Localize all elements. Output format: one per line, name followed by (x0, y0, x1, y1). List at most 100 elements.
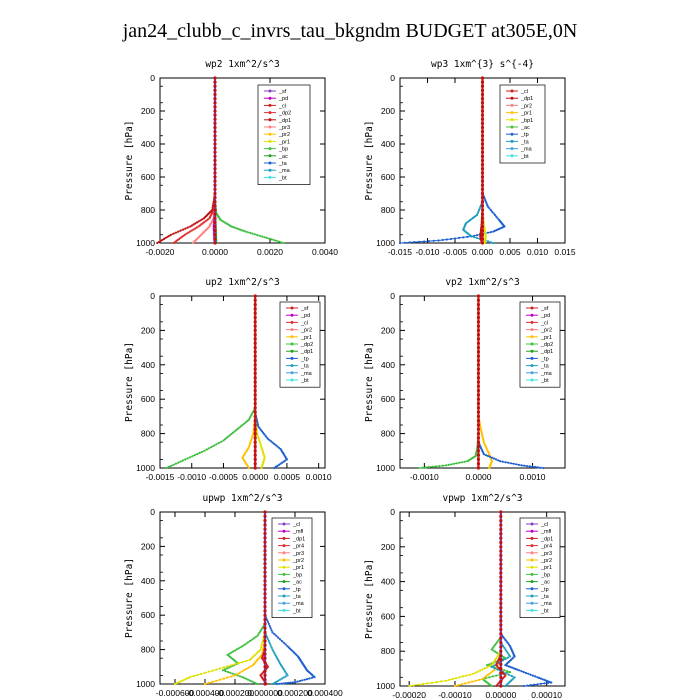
series-point (181, 459, 185, 462)
panel-2: wp3 1xm^{3} s^{-4} Pressure [hPa] 0 200 400 6… (364, 59, 576, 257)
series-point (184, 458, 187, 461)
series-point (536, 683, 539, 686)
series-line-tp (399, 78, 506, 244)
series-point (495, 657, 498, 660)
series-point (526, 465, 529, 468)
legend-label: _cl (540, 320, 548, 326)
central-profile-marker (499, 514, 503, 518)
central-profile-marker (263, 678, 267, 682)
legend-marker (510, 103, 514, 107)
series-point (230, 651, 233, 654)
series-point (488, 665, 491, 668)
series-point (284, 675, 287, 678)
legend-label: _bp1 (520, 118, 533, 124)
series-point (223, 438, 227, 441)
series-point (157, 240, 161, 244)
series-point (238, 426, 241, 429)
central-profile-marker (253, 449, 257, 453)
series-point (282, 676, 285, 679)
series-point (207, 681, 210, 685)
central-profile-marker (213, 187, 217, 191)
central-profile-marker (253, 376, 257, 380)
series-point (179, 229, 182, 232)
central-profile-marker (253, 410, 257, 414)
series-point (490, 684, 493, 688)
series-point (476, 670, 479, 673)
series-point (490, 664, 493, 667)
central-profile-marker (253, 337, 257, 341)
central-profile-marker (263, 609, 267, 613)
central-profile-marker (480, 196, 485, 200)
central-profile-marker (480, 97, 485, 101)
central-profile-marker (499, 549, 503, 553)
central-profile-marker (480, 208, 485, 212)
series-point (482, 453, 485, 456)
series-point (447, 463, 450, 466)
central-profile-marker (253, 393, 257, 397)
series-point (550, 681, 553, 684)
central-profile-marker (476, 337, 481, 341)
legend-marker (530, 529, 534, 533)
legend-label: _pr1 (278, 139, 290, 145)
x-tick-label: -0.0005 (209, 472, 238, 482)
series-point (246, 420, 249, 423)
central-profile-marker (499, 536, 503, 540)
central-profile-marker (480, 154, 485, 158)
series-point (515, 463, 518, 466)
legend-label: _cl (292, 522, 300, 528)
series-point (278, 660, 281, 663)
series-point (251, 435, 254, 439)
central-profile-marker (476, 419, 481, 423)
central-profile-marker (213, 97, 217, 101)
legend-label: _ta (292, 594, 302, 600)
legend-marker (268, 139, 272, 143)
page-title: jan24_clubb_c_invrs_tau_bkgndm BUDGET at… (122, 20, 578, 42)
central-profile-marker (476, 315, 481, 320)
plot-frame (159, 77, 326, 244)
series-point (460, 683, 463, 686)
x-tick-label: 0.0000 (202, 247, 228, 257)
legend-marker (530, 313, 534, 317)
x-tick-label: 0.000 (472, 247, 494, 257)
series-point (493, 667, 496, 670)
central-profile-marker (213, 117, 217, 121)
series-point (259, 444, 263, 447)
series-point (486, 240, 490, 243)
legend-label: _ma (278, 168, 291, 174)
central-profile-marker (263, 519, 267, 523)
series-point (424, 466, 427, 469)
central-profile-marker (213, 171, 217, 175)
central-profile-marker (476, 376, 481, 380)
panel-6: vpwp 1xm^2/s^3 Pressure [hPa] 0 200 400 600 80… (364, 493, 566, 700)
series-point (269, 644, 272, 647)
series-point (265, 436, 268, 439)
series-point (260, 466, 263, 470)
central-profile-marker (476, 294, 481, 298)
central-profile-marker (499, 527, 503, 532)
series-point (258, 439, 261, 442)
series-point (233, 649, 237, 652)
legend-label: _ta (520, 139, 530, 145)
series-point (244, 421, 247, 424)
legend-label: _dp2 (540, 342, 553, 348)
legend-marker (268, 111, 272, 115)
series-point (255, 430, 258, 433)
series-point (179, 460, 182, 463)
series-point (507, 461, 510, 464)
x-tick-label: 0.010 (527, 247, 549, 257)
legend-box (257, 84, 311, 185)
legend-label: _bt (540, 378, 549, 384)
central-profile-marker (263, 622, 267, 626)
series-point (247, 466, 250, 470)
central-profile-marker (499, 684, 503, 688)
central-profile-marker (263, 639, 267, 643)
series-point (491, 675, 494, 678)
series-point (200, 450, 204, 453)
series-point (507, 665, 510, 668)
series-point (504, 657, 507, 661)
central-profile-marker (263, 665, 267, 669)
legend-marker (268, 96, 272, 100)
series-point (262, 431, 265, 434)
series-point (168, 234, 171, 237)
central-profile-marker (480, 183, 485, 187)
